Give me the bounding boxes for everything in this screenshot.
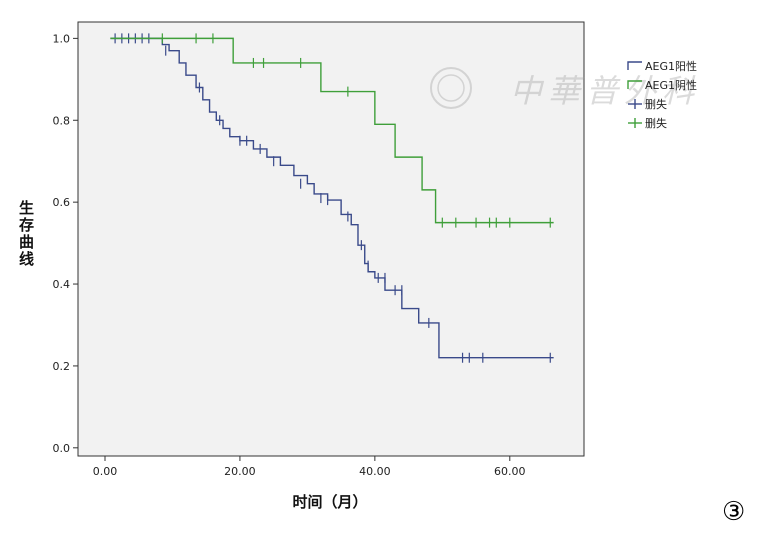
watermark: 中華普外科 (430, 67, 700, 110)
series-layer (110, 33, 554, 363)
legend-step-icon (627, 80, 642, 89)
legend-label: AEG1阴性 (645, 78, 697, 92)
legend-label: 删失 (645, 98, 667, 111)
x-tick-label: 0.00 (93, 465, 118, 478)
legend-item: 删失 (628, 98, 667, 111)
legend-item: AEG1阴性 (627, 78, 697, 92)
y-tick-label: 0.6 (53, 196, 71, 209)
survival-curve-1 (110, 37, 554, 359)
survival-curve-2 (110, 37, 554, 224)
y-tick-label: 1.0 (53, 32, 71, 45)
legend-item: AEG1阳性 (627, 59, 697, 73)
x-axis-title: 时间（月） (292, 493, 367, 511)
axes: 0.0 0.2 0.4 0.6 0.8 1.0 0.00 20.00 40.00 60.00 (53, 32, 526, 478)
x-tick-label: 40.00 (359, 465, 391, 478)
x-tick-label: 60.00 (494, 465, 526, 478)
y-axis-title: 生存曲线 (17, 199, 35, 268)
watermark-seal-inner-icon (437, 74, 465, 102)
watermark-text: 中華普外科 (510, 72, 700, 110)
legend-step-icon (627, 61, 642, 70)
y-tick-label: 0.0 (53, 442, 71, 455)
y-tick-label: 0.2 (53, 360, 71, 373)
panel-label: ③ (722, 497, 745, 527)
legend-label: AEG1阳性 (645, 59, 697, 73)
legend-label: 删失 (645, 117, 667, 130)
plot-area (77, 21, 585, 457)
watermark-seal-icon (430, 67, 472, 109)
y-tick-label: 0.4 (53, 278, 71, 291)
legend-item: 删失 (628, 117, 667, 130)
x-tick-label: 20.00 (224, 465, 256, 478)
y-tick-label: 0.8 (53, 114, 71, 127)
